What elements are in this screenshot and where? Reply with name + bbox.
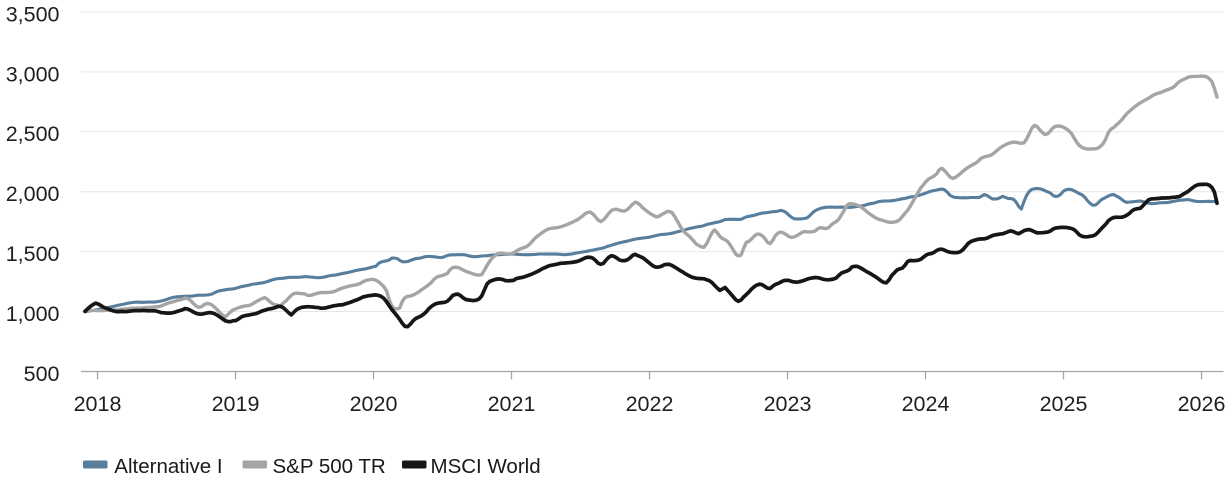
svg-text:3,000: 3,000 [6, 62, 60, 86]
svg-text:500: 500 [24, 362, 60, 386]
svg-text:2020: 2020 [350, 392, 398, 416]
svg-text:2024: 2024 [902, 392, 950, 416]
svg-text:Alternative I: Alternative I [114, 455, 222, 478]
svg-text:2019: 2019 [212, 392, 260, 416]
svg-text:2023: 2023 [764, 392, 812, 416]
svg-text:1,500: 1,500 [6, 242, 60, 266]
svg-text:2,500: 2,500 [6, 122, 60, 146]
svg-text:S&P 500 TR: S&P 500 TR [273, 455, 386, 478]
svg-text:1,000: 1,000 [6, 302, 60, 326]
svg-text:MSCI World: MSCI World [431, 455, 541, 478]
svg-text:2025: 2025 [1040, 392, 1088, 416]
svg-text:2022: 2022 [626, 392, 674, 416]
svg-text:2018: 2018 [74, 392, 122, 416]
svg-text:2021: 2021 [488, 392, 536, 416]
svg-text:3,500: 3,500 [6, 2, 60, 26]
svg-text:2026: 2026 [1178, 392, 1226, 416]
svg-text:2,000: 2,000 [6, 182, 60, 206]
